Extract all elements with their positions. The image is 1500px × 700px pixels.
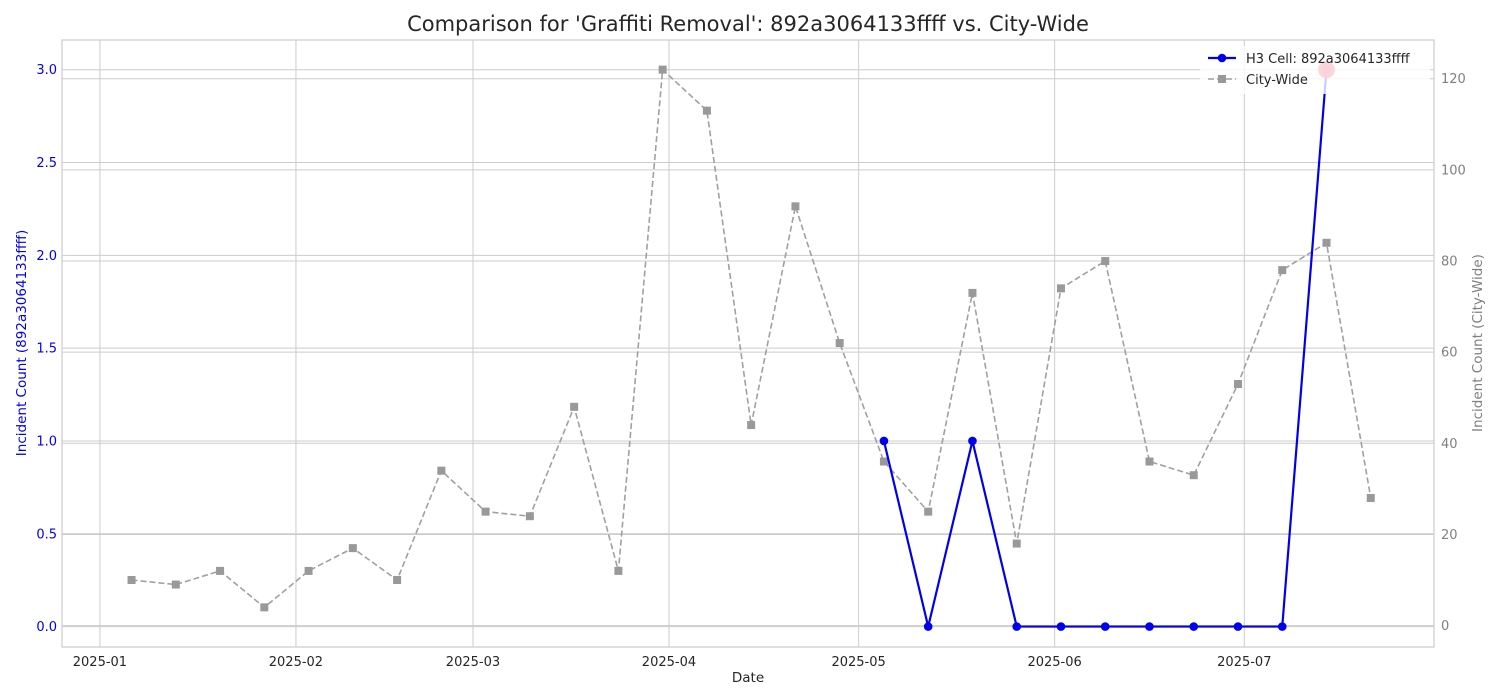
legend-box <box>1200 46 1430 94</box>
h3-cell-point <box>1100 622 1110 631</box>
left-y-tick-label: 2.5 <box>36 156 57 171</box>
legend: H3 Cell: 892a3064133ffff City-Wide <box>1200 46 1430 94</box>
h3-cell-point <box>1056 622 1066 631</box>
city-wide-point <box>1366 493 1375 502</box>
h3-cell-point <box>1189 622 1199 631</box>
plot-area <box>61 39 1435 648</box>
city-wide-point <box>1189 471 1198 480</box>
right-y-tick-label: 100 <box>1441 163 1466 178</box>
city-wide-point <box>658 65 667 74</box>
city-wide-point <box>348 544 357 553</box>
right-y-tick-label: 120 <box>1441 72 1466 87</box>
city-wide-point <box>1056 284 1065 293</box>
city-wide-point <box>570 402 579 411</box>
series-city-wide <box>127 65 1375 612</box>
right-y-tick-label: 20 <box>1441 528 1458 543</box>
city-wide-point <box>1278 266 1287 275</box>
x-tick-label: 2025-01 <box>73 655 127 670</box>
city-wide-point <box>437 466 446 475</box>
city-wide-point <box>260 603 269 612</box>
right-y-tick-label: 60 <box>1441 346 1458 361</box>
x-tick-label: 2025-07 <box>1217 655 1271 670</box>
city-wide-point <box>393 576 402 585</box>
left-y-tick-labels: 0.0 0.5 1.0 1.5 2.0 2.5 3.0 <box>36 63 57 635</box>
left-y-tick-label: 0.5 <box>36 527 57 542</box>
right-y-tick-label: 80 <box>1441 255 1458 270</box>
city-wide-point <box>747 421 756 430</box>
city-wide-point <box>216 566 225 575</box>
h3-cell-point <box>879 436 889 446</box>
legend-h3-label: H3 Cell: 892a3064133ffff <box>1246 52 1411 67</box>
h3-cell-point <box>1012 622 1022 631</box>
left-y-tick-label: 0.0 <box>36 620 57 635</box>
city-wide-point <box>1234 380 1242 389</box>
city-wide-point <box>127 576 136 585</box>
right-y-tick-label: 40 <box>1441 437 1458 452</box>
h3-cell-point <box>968 436 977 446</box>
right-y-axis-label: Incident Count (City-Wide) <box>1470 254 1486 432</box>
h3-cell-point <box>1145 622 1154 631</box>
x-tick-label: 2025-06 <box>1027 655 1081 670</box>
city-wide-point <box>924 507 933 516</box>
left-y-tick-label: 3.0 <box>36 63 57 78</box>
h3-cell-point <box>1233 622 1243 631</box>
right-y-tick-labels: 0 20 40 60 80 100 120 <box>1441 72 1466 634</box>
x-axis-label: Date <box>732 670 764 686</box>
chart-title: Comparison for 'Graffiti Removal': 892a3… <box>407 12 1089 36</box>
city-wide-point <box>525 512 534 521</box>
legend-city-marker <box>1218 75 1226 83</box>
city-wide-point <box>1322 238 1331 247</box>
legend-city-label: City-Wide <box>1246 73 1308 88</box>
x-tick-labels: 2025-01 2025-02 2025-03 2025-04 2025-05 2025-… <box>73 655 1272 670</box>
left-y-tick-label: 1.0 <box>36 434 57 449</box>
city-wide-point <box>1145 457 1154 466</box>
city-wide-point <box>879 457 888 466</box>
x-tick-label: 2025-03 <box>446 655 500 670</box>
city-wide-point <box>304 566 313 575</box>
left-y-axis-label: Incident Count (892a3064133ffff) <box>14 230 30 456</box>
city-wide-point <box>791 202 800 211</box>
left-y-tick-label: 2.0 <box>36 249 57 264</box>
legend-h3-marker <box>1217 53 1227 63</box>
city-wide-point <box>968 288 977 297</box>
city-wide-point <box>481 507 490 516</box>
city-wide-point <box>1101 257 1110 266</box>
city-wide-point <box>702 106 711 115</box>
x-tick-label: 2025-04 <box>642 655 696 670</box>
x-tick-label: 2025-05 <box>831 655 885 670</box>
x-gridlines <box>99 40 1245 647</box>
city-wide-point <box>614 566 623 575</box>
x-tick-label: 2025-02 <box>269 655 323 670</box>
city-wide-point <box>1012 539 1021 548</box>
left-y-tick-label: 1.5 <box>36 342 57 357</box>
city-wide-point <box>835 339 844 348</box>
h3-cell-point <box>923 622 933 631</box>
h3-cell-point <box>1277 622 1287 631</box>
city-wide-point <box>171 580 180 589</box>
right-y-tick-label: 0 <box>1441 619 1449 634</box>
